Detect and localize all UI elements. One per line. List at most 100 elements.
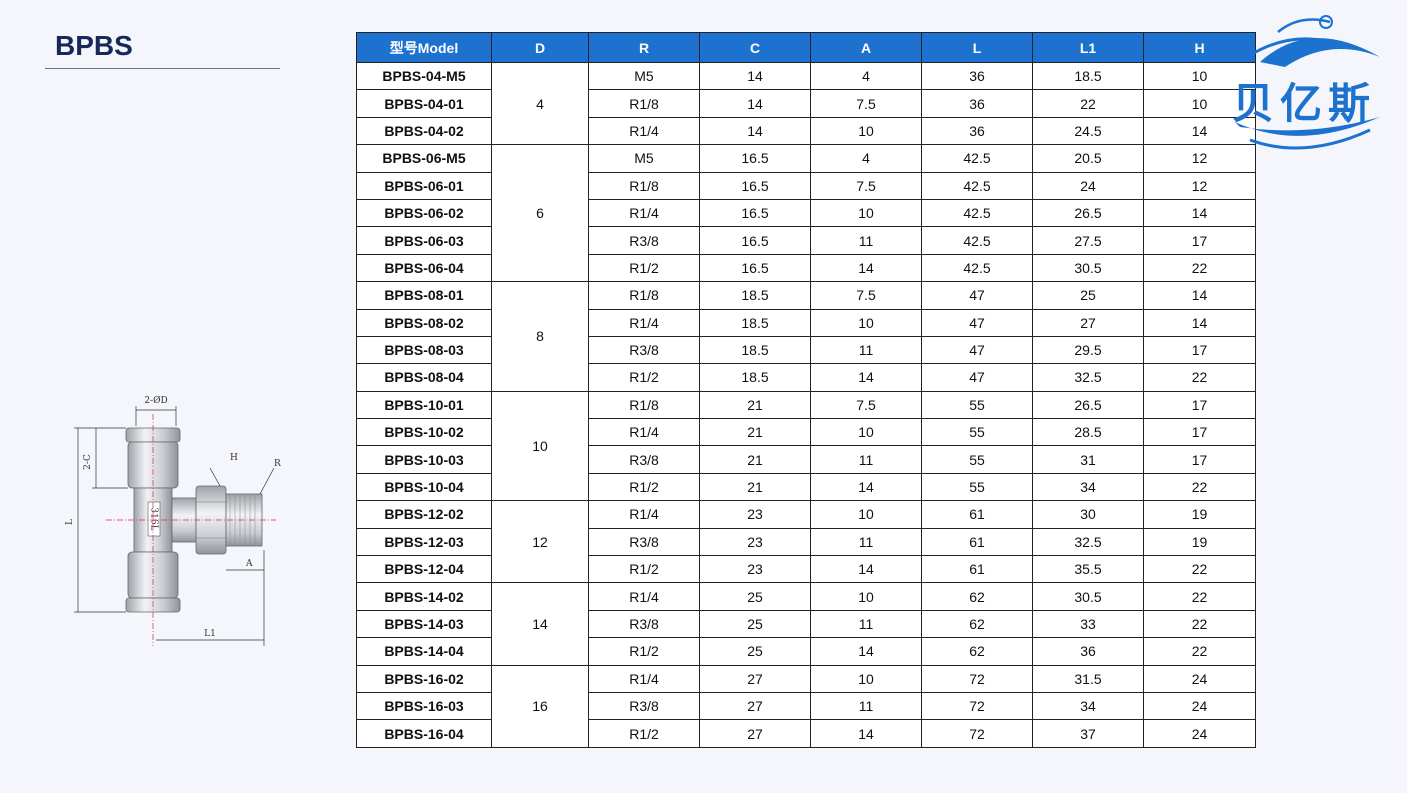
model-cell: BPBS-04-02	[356, 116, 492, 146]
l1-cell: 30.5	[1032, 253, 1144, 283]
a-cell: 14	[810, 253, 922, 283]
model-cell: BPBS-04-M5	[356, 61, 492, 91]
r-cell: R3/8	[588, 609, 700, 639]
r-cell: R1/2	[588, 555, 700, 584]
l1-cell: 36	[1032, 637, 1144, 666]
l1-cell: 30	[1032, 500, 1144, 529]
c-cell: 16.5	[699, 253, 811, 283]
model-cell: BPBS-12-03	[356, 527, 492, 557]
l-cell: 61	[921, 555, 1033, 584]
title-divider	[45, 68, 280, 69]
model-cell: BPBS-08-04	[356, 363, 492, 392]
table-row: BPBS-10-03 R3/8 21 11 55 31 17	[356, 445, 1256, 474]
h-cell: 14	[1143, 116, 1256, 146]
table-row: BPBS-06-M5 6 M5 16.5 4 42.5 20.5 12	[356, 144, 1256, 283]
r-cell: R1/4	[588, 308, 700, 337]
l-cell: 42.5	[921, 226, 1033, 255]
a-cell: 11	[810, 691, 922, 721]
table-row: BPBS-14-02 14 R1/4 25 10 62 30.5 22	[356, 582, 1256, 666]
model-cell: BPBS-10-04	[356, 472, 492, 502]
brand-logo	[1235, 15, 1380, 150]
a-cell: 4	[810, 61, 922, 91]
header-a: A	[810, 32, 922, 63]
c-cell: 27	[699, 691, 811, 721]
table-row: BPBS-10-02 R1/4 21 10 55 28.5 17	[356, 418, 1256, 447]
c-cell: 14	[699, 61, 811, 91]
r-cell: R1/2	[588, 637, 700, 666]
model-cell: BPBS-16-04	[356, 719, 492, 748]
header-l1: L1	[1032, 32, 1144, 63]
table-row: BPBS-08-01 8 R1/8 18.5 7.5 47 25 14	[356, 281, 1256, 392]
r-cell: R1/8	[588, 390, 700, 420]
a-cell: 14	[810, 555, 922, 584]
l1-cell: 29.5	[1032, 335, 1144, 365]
h-cell: 12	[1143, 144, 1256, 173]
d-cell: 12	[491, 500, 589, 584]
l-cell: 62	[921, 609, 1033, 639]
c-cell: 23	[699, 555, 811, 584]
table-row: BPBS-04-01 R1/8 14 7.5 36 22 10	[356, 89, 1256, 118]
table-row: BPBS-06-04 R1/2 16.5 14 42.5 30.5 22	[356, 253, 1256, 283]
l-cell: 72	[921, 691, 1033, 721]
h-cell: 24	[1143, 664, 1256, 693]
model-cell: BPBS-08-02	[356, 308, 492, 337]
model-cell: BPBS-06-03	[356, 226, 492, 255]
table-row: BPBS-06-03 R3/8 16.5 11 42.5 27.5 17	[356, 226, 1256, 255]
c-cell: 25	[699, 637, 811, 666]
c-cell: 18.5	[699, 363, 811, 392]
l-dimension-label: L	[65, 519, 75, 525]
d-cell: 10	[491, 390, 589, 502]
l-cell: 72	[921, 664, 1033, 693]
l-cell: 47	[921, 363, 1033, 392]
d-cell: 4	[491, 61, 589, 146]
a-cell: 11	[810, 335, 922, 365]
l1-cell: 33	[1032, 609, 1144, 639]
c-cell: 16.5	[699, 226, 811, 255]
h-cell: 17	[1143, 335, 1256, 365]
h-cell: 22	[1143, 555, 1256, 584]
l1-cell: 37	[1032, 719, 1144, 748]
h-cell: 17	[1143, 445, 1256, 474]
d-cell: 6	[491, 144, 589, 283]
h-cell: 12	[1143, 171, 1256, 200]
a-cell: 11	[810, 527, 922, 557]
h-cell: 17	[1143, 226, 1256, 255]
h-dimension-label: H	[230, 453, 238, 463]
l1-cell: 30.5	[1032, 582, 1144, 611]
r-cell: R1/4	[588, 664, 700, 693]
a-cell: 14	[810, 363, 922, 392]
table-row: BPBS-14-03 R3/8 25 11 62 33 22	[356, 609, 1256, 639]
model-cell: BPBS-14-02	[356, 582, 492, 611]
h-cell: 17	[1143, 390, 1256, 420]
c-cell: 21	[699, 418, 811, 447]
r-cell: M5	[588, 144, 700, 173]
l-cell: 55	[921, 445, 1033, 474]
h-cell: 24	[1143, 719, 1256, 748]
h-cell: 24	[1143, 691, 1256, 721]
r-cell: R1/4	[588, 418, 700, 447]
table-row: BPBS-10-01 10 R1/8 21 7.5 55 26.5 17	[356, 390, 1256, 502]
h-cell: 14	[1143, 198, 1256, 228]
c-cell: 14	[699, 116, 811, 146]
c-cell: 23	[699, 500, 811, 529]
table-row: BPBS-12-04 R1/2 23 14 61 35.5 22	[356, 555, 1256, 584]
model-cell: BPBS-08-03	[356, 335, 492, 365]
a-cell: 10	[810, 664, 922, 693]
a-cell: 7.5	[810, 171, 922, 200]
table-row: BPBS-06-02 R1/4 16.5 10 42.5 26.5 14	[356, 198, 1256, 228]
l1-cell: 25	[1032, 281, 1144, 310]
material-stamp: 316L	[149, 507, 159, 530]
a-cell: 7.5	[810, 281, 922, 310]
fitting-drawing: 316L 2-ØD 2-C L H R A L1	[65, 395, 281, 646]
d-cell: 8	[491, 281, 589, 392]
c-cell: 16.5	[699, 171, 811, 200]
h-cell: 22	[1143, 253, 1256, 283]
h-cell: 22	[1143, 472, 1256, 502]
l1-cell: 32.5	[1032, 527, 1144, 557]
a-cell: 4	[810, 144, 922, 173]
table-row: BPBS-16-03 R3/8 27 11 72 34 24	[356, 691, 1256, 721]
l-cell: 72	[921, 719, 1033, 748]
l1-cell: 26.5	[1032, 390, 1144, 420]
r-cell: R1/4	[588, 582, 700, 611]
l-cell: 42.5	[921, 171, 1033, 200]
